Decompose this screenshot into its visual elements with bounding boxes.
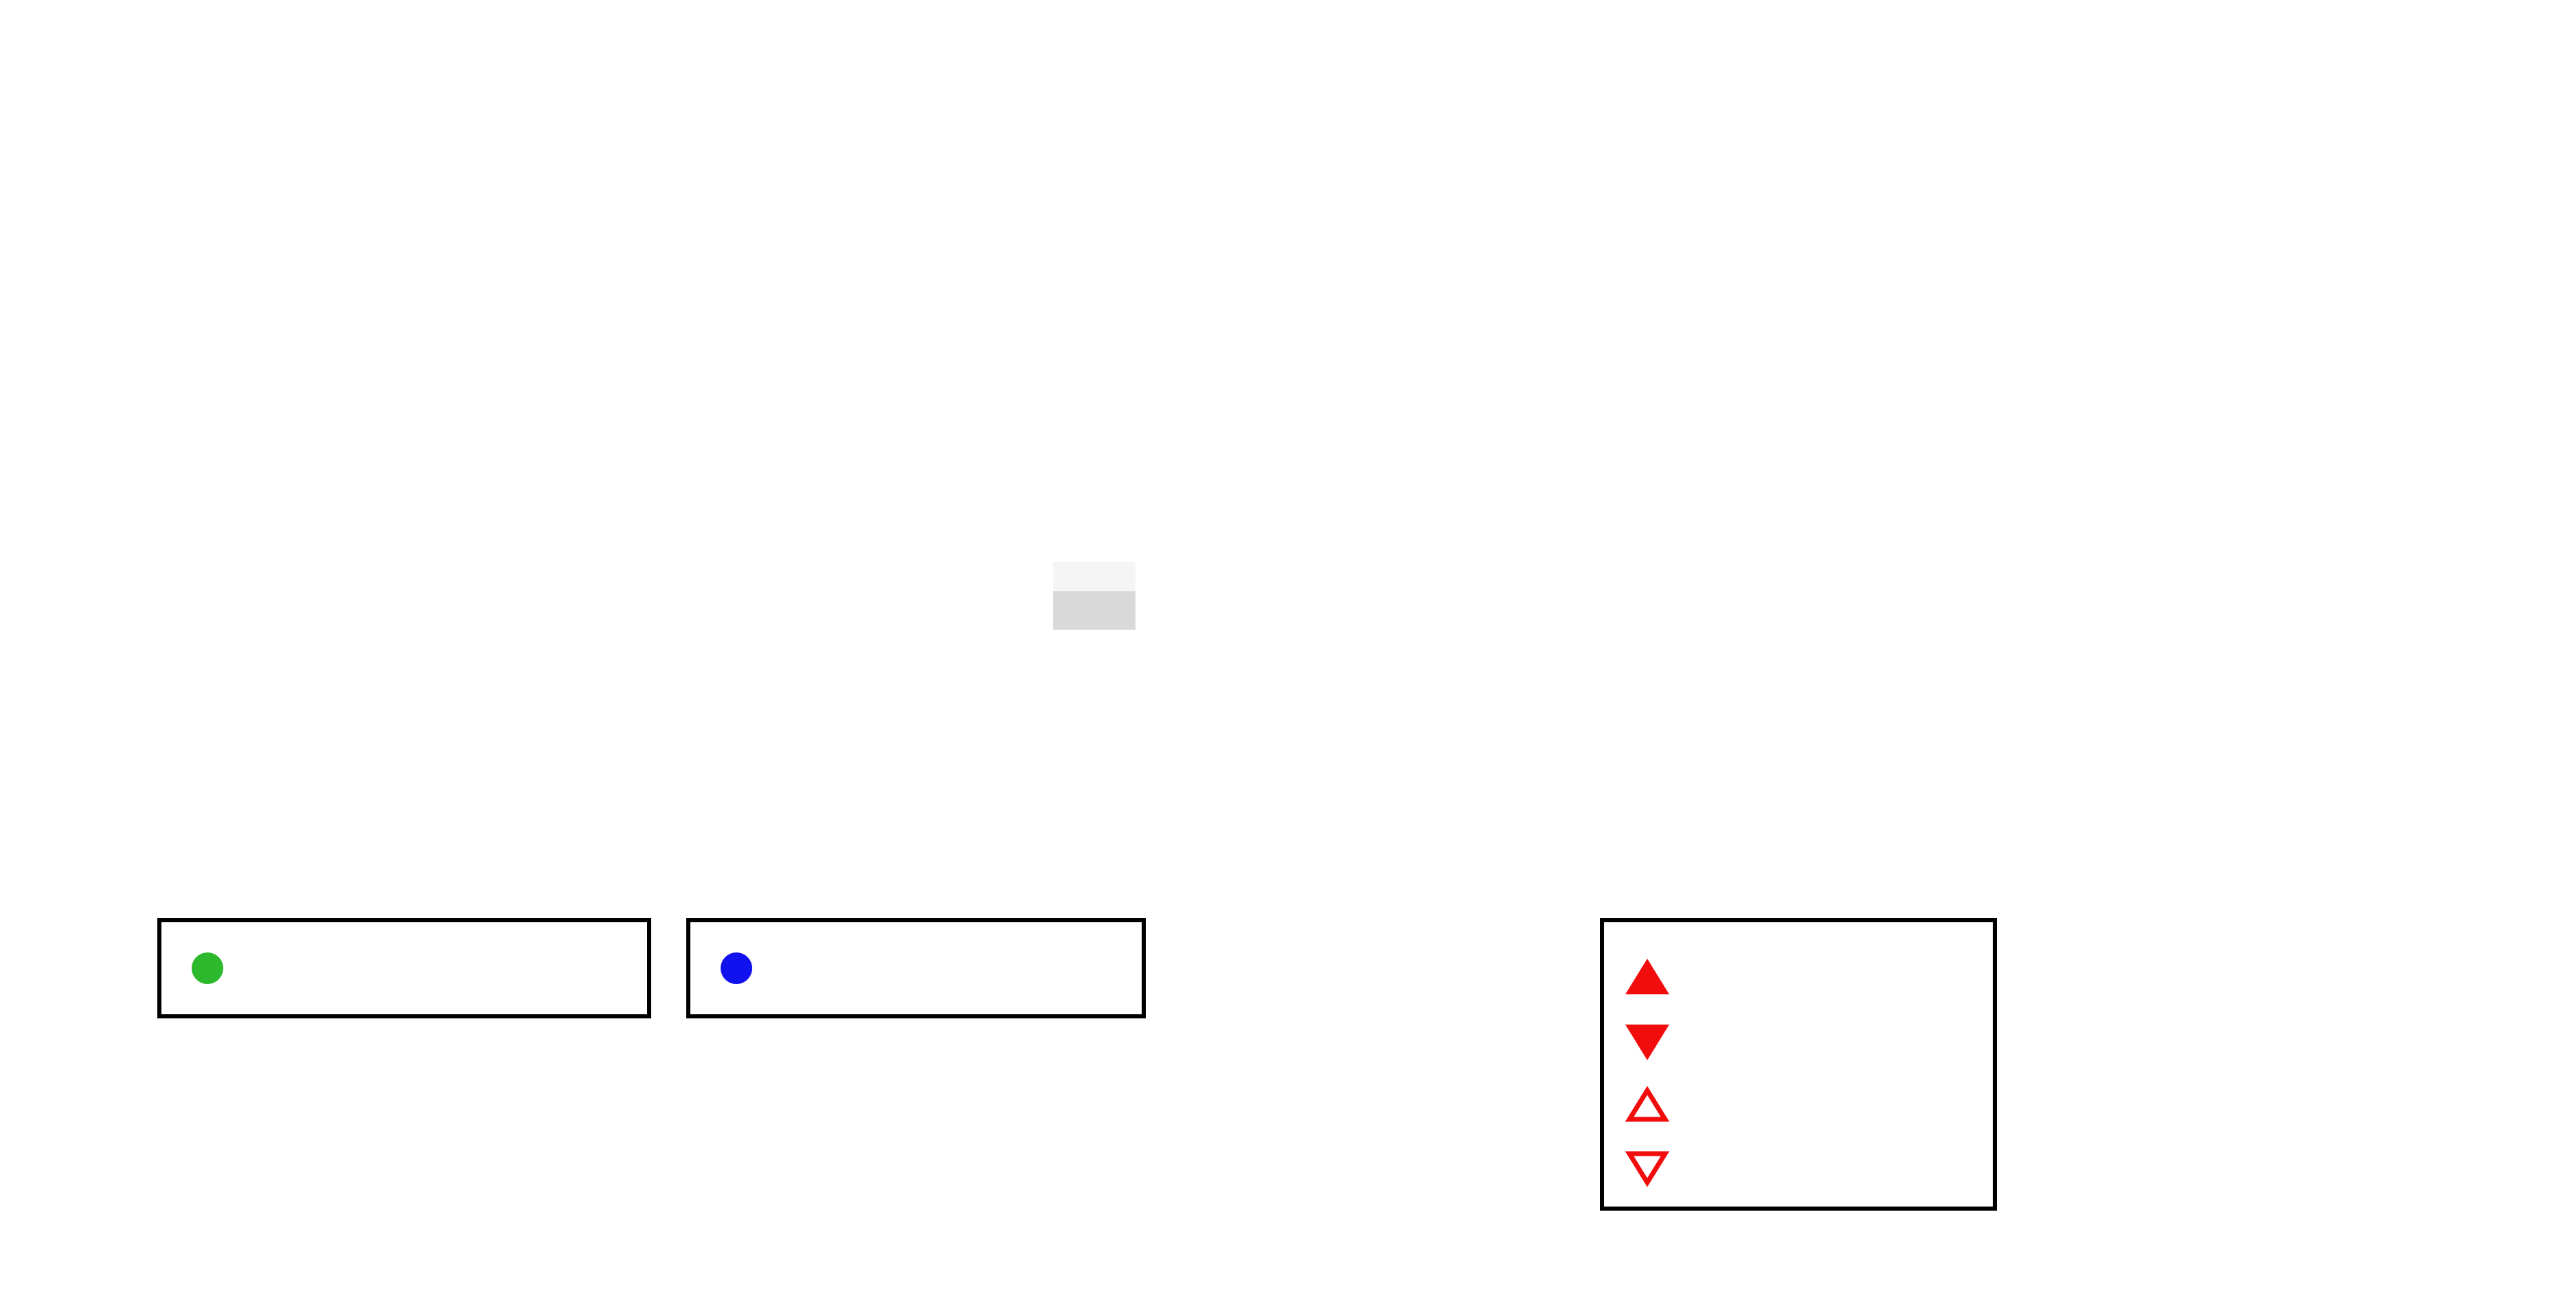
legend-box-sev-wat-frame: [157, 918, 651, 1018]
triangle-down-open-icon: [1625, 1151, 1670, 1187]
contour-label-bg-250: [1082, 413, 1164, 452]
legend-box-sev-wat: [157, 918, 651, 1018]
legend-box-actris: [1600, 918, 1997, 1211]
blue-circle-marker-icon: [721, 952, 752, 984]
contour-label-bg-279: [1053, 591, 1136, 630]
triangle-down-filled-icon: [1625, 1025, 1669, 1060]
contour-labels: [1053, 323, 1164, 630]
triangle-up-open-icon: [1625, 1086, 1670, 1122]
contour-label-bg-230: [1082, 323, 1164, 361]
legend-box-sev-ice-frame: [686, 918, 1146, 1018]
triangle-up-filled-icon: [1625, 959, 1669, 994]
green-circle-marker-icon: [192, 952, 223, 984]
legend-box-actris-frame: [1600, 918, 1997, 1211]
legend-box-sev-ice: [686, 918, 1146, 1018]
